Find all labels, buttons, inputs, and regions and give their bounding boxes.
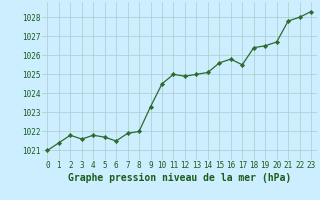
X-axis label: Graphe pression niveau de la mer (hPa): Graphe pression niveau de la mer (hPa) [68, 173, 291, 183]
